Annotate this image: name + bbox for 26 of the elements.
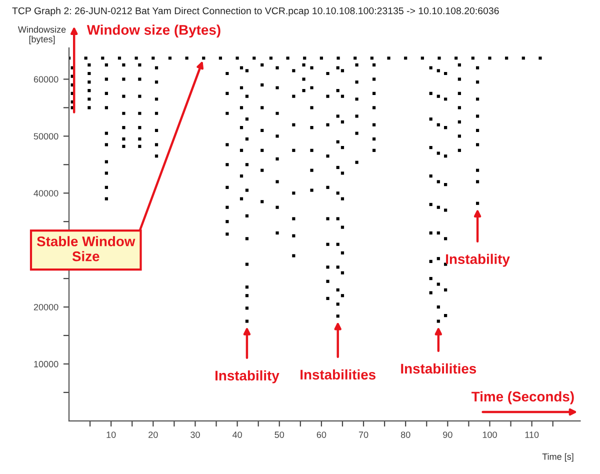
y-tick-label: 20000 [34,304,58,310]
text: Window size (Bytes) [86,24,220,38]
y-axis-title: Windowsize [bytes] [18,26,66,44]
x-tick-label: 100 [482,432,497,438]
x-tick-label: 60 [316,432,326,438]
y-tick-label: 50000 [34,133,58,140]
x-tick-label: 20 [148,432,158,438]
x-tick-label: 40 [232,432,242,438]
y-tick-label: 40000 [34,190,58,196]
x-axis-title: Time [s] [542,453,574,462]
y-tick-label: 10000 [34,360,58,368]
x-tick-label: 110 [525,432,539,438]
x-tick-label: 80 [400,432,410,438]
x-tick-label: 10 [106,432,116,438]
x-tick-label: 50 [274,432,284,438]
annotation: Time (Seconds) [472,391,574,404]
annotation: Instability [446,254,510,267]
y-tick-label: 60000 [34,76,58,83]
x-tick-label: 30 [190,432,200,438]
annotation: Instabilities [401,363,476,374]
x-tick-label: 70 [358,432,368,438]
annotation: Stable Window Size [36,236,136,262]
annotation: Instabilities [300,369,376,380]
x-tick-label: 90 [443,432,452,438]
annotation: Instability [215,370,280,384]
chart-title: TCP Graph 2: 26-JUN-0212 Bat Yam Direct Connection to VCR.pcap 10.10.108.100:23135 -> 10.10.108.20:6036 [12,7,499,16]
